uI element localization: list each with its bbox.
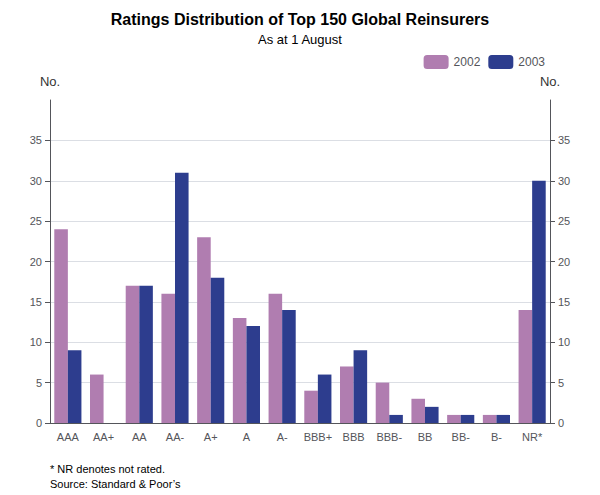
svg-text:AA-: AA-: [166, 431, 185, 443]
svg-text:35: 35: [30, 134, 42, 146]
svg-text:AAA: AAA: [57, 431, 80, 443]
svg-text:A+: A+: [204, 431, 218, 443]
svg-text:AA+: AA+: [93, 431, 114, 443]
svg-text:35: 35: [558, 134, 570, 146]
svg-text:0: 0: [36, 417, 42, 429]
svg-text:20: 20: [30, 256, 42, 268]
svg-text:No.: No.: [40, 74, 60, 89]
svg-text:5: 5: [558, 377, 564, 389]
svg-text:A: A: [243, 431, 251, 443]
svg-text:2002: 2002: [454, 55, 481, 69]
svg-text:30: 30: [30, 175, 42, 187]
svg-text:BBB+: BBB+: [304, 431, 332, 443]
svg-text:5: 5: [36, 377, 42, 389]
svg-text:25: 25: [30, 215, 42, 227]
svg-text:20: 20: [558, 256, 570, 268]
svg-text:No.: No.: [540, 74, 560, 89]
svg-text:10: 10: [30, 336, 42, 348]
svg-text:Ratings Distribution of Top 15: Ratings Distribution of Top 150 Global R…: [111, 11, 490, 28]
svg-text:* NR denotes not rated.: * NR denotes not rated.: [50, 463, 165, 475]
svg-text:30: 30: [558, 175, 570, 187]
svg-text:A-: A-: [277, 431, 288, 443]
svg-text:Source: Standard & Poor’s: Source: Standard & Poor’s: [50, 478, 181, 490]
svg-text:15: 15: [558, 296, 570, 308]
svg-text:BB: BB: [418, 431, 433, 443]
svg-text:15: 15: [30, 296, 42, 308]
svg-text:As at 1 August: As at 1 August: [258, 32, 342, 47]
svg-text:BB-: BB-: [452, 431, 471, 443]
svg-text:NR*: NR*: [522, 431, 543, 443]
svg-text:B-: B-: [491, 431, 502, 443]
svg-text:AA: AA: [132, 431, 147, 443]
svg-text:10: 10: [558, 336, 570, 348]
svg-text:BBB: BBB: [343, 431, 365, 443]
svg-text:BBB-: BBB-: [376, 431, 402, 443]
svg-text:25: 25: [558, 215, 570, 227]
svg-text:0: 0: [558, 417, 564, 429]
svg-text:2003: 2003: [518, 55, 545, 69]
